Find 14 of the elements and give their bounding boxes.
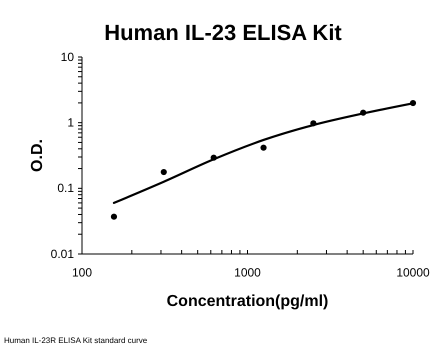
x-tick-label: 10000 (396, 266, 430, 280)
x-axis-title: Concentration(pg/ml) (166, 293, 328, 310)
point (260, 144, 267, 151)
text: Human IL-23R ELISA Kit standard curve (4, 336, 148, 345)
y-tick-label: 10 (60, 50, 74, 64)
x-tick-label: 1000 (234, 266, 262, 280)
point (160, 168, 167, 176)
y-tick-label: 0.1 (57, 181, 74, 196)
x-tick-label: 100 (72, 266, 92, 280)
point (110, 214, 118, 220)
y-tick-label: 1 (67, 116, 74, 130)
y-tick-label: 0.01 (50, 246, 74, 261)
chart-title: Human IL-23 ELISA Kit (104, 20, 342, 45)
y-axis-title: O.D. (29, 139, 46, 172)
